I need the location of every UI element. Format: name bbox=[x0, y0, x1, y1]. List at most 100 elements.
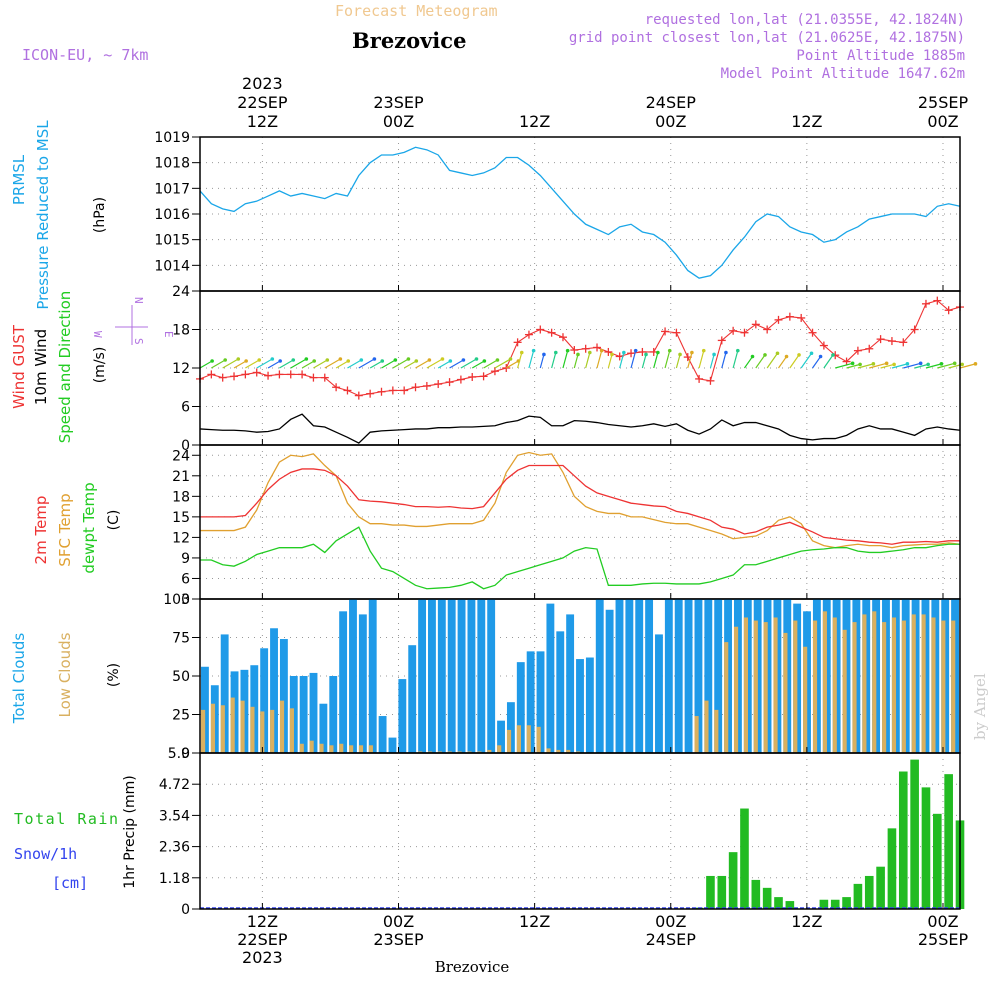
arrow-head bbox=[461, 358, 466, 362]
low-cloud-bar bbox=[428, 751, 433, 753]
arrow-shaft bbox=[812, 356, 822, 369]
low-cloud-bar bbox=[743, 617, 749, 753]
arrow-head bbox=[291, 358, 296, 362]
wind-direction-arrow bbox=[211, 358, 227, 369]
gust-point-marker bbox=[388, 386, 397, 395]
gust-point-marker bbox=[309, 373, 318, 382]
gust-point-marker bbox=[320, 373, 329, 382]
wind-direction-arrow bbox=[641, 352, 648, 369]
top-time-label: 12Z bbox=[247, 112, 278, 131]
wind-direction-arrow bbox=[471, 359, 487, 369]
low-cloud-bar bbox=[279, 700, 285, 753]
total-cloud-bar bbox=[368, 599, 377, 753]
low-cloud-bar bbox=[299, 743, 304, 753]
wind-direction-arrow bbox=[573, 352, 580, 369]
arrow-head bbox=[884, 361, 889, 366]
arrow-head bbox=[850, 361, 855, 366]
low-cloud-bar bbox=[763, 622, 768, 753]
arrow-head bbox=[644, 352, 648, 357]
snow-label: Snow/1h bbox=[14, 845, 77, 863]
arrow-shaft bbox=[211, 359, 226, 369]
low-cloud-bar bbox=[437, 751, 443, 753]
wind-direction-arrow bbox=[415, 358, 432, 369]
arrow-shaft bbox=[732, 350, 739, 369]
prmsl-label: PRMSL bbox=[10, 154, 28, 205]
total-cloud-bar bbox=[467, 599, 476, 753]
pressure-msl-label: Pressure Reduced to MSL bbox=[34, 120, 52, 310]
low-cloud-bar bbox=[911, 614, 916, 753]
precip-unit: 1hr Precip (mm) bbox=[122, 775, 138, 888]
pressure-unit: (hPa) bbox=[92, 197, 108, 233]
arrow-head bbox=[427, 358, 432, 362]
arrow-head bbox=[495, 358, 500, 362]
gust-point-marker bbox=[740, 328, 749, 337]
wind-direction-arrow bbox=[256, 357, 275, 369]
wind-direction-arrow bbox=[562, 348, 570, 369]
arrow-head bbox=[474, 357, 479, 361]
low-cloud-bar bbox=[339, 743, 344, 753]
y-tick-label: 6 bbox=[181, 571, 190, 587]
arrow-shaft bbox=[267, 360, 281, 369]
wind-direction-arrow bbox=[789, 353, 801, 369]
arrow-shaft bbox=[222, 358, 239, 369]
compass-w: W bbox=[91, 331, 104, 338]
top-time-label: 22SEP bbox=[237, 93, 288, 112]
arrow-shaft bbox=[675, 354, 681, 369]
arrow-head bbox=[359, 358, 364, 362]
low-cloud-bar bbox=[487, 749, 492, 753]
arrow-head bbox=[871, 362, 876, 366]
arrow-shaft bbox=[846, 363, 861, 369]
gust-point-marker bbox=[230, 372, 239, 381]
bottom-time-label: 25SEP bbox=[918, 930, 969, 949]
arrow-head bbox=[304, 357, 309, 361]
total-cloud-bar bbox=[437, 599, 446, 753]
arrow-head bbox=[724, 350, 728, 355]
low-cloud-bar bbox=[250, 706, 255, 753]
arrow-head bbox=[236, 357, 241, 361]
sfc-temp-label: SFC Temp bbox=[56, 493, 74, 566]
arrow-head bbox=[244, 359, 248, 363]
arrow-head bbox=[678, 352, 682, 357]
total-cloud-bar bbox=[566, 614, 575, 753]
total-cloud-bar bbox=[684, 599, 693, 753]
gust-point-marker bbox=[570, 346, 579, 355]
low-cloud-bar bbox=[447, 751, 452, 753]
wind-direction-arrow bbox=[335, 359, 351, 369]
y-tick-label: 1019 bbox=[154, 130, 190, 146]
low-cloud-bar bbox=[842, 629, 847, 753]
arrow-shaft bbox=[596, 350, 603, 369]
arrow-head bbox=[892, 362, 896, 367]
total-cloud-bar bbox=[645, 599, 654, 753]
arrow-head bbox=[553, 350, 558, 355]
arrow-shaft bbox=[369, 360, 383, 369]
gust-point-marker bbox=[581, 344, 590, 353]
y-tick-label: 18 bbox=[172, 489, 190, 505]
gust-point-marker bbox=[445, 378, 454, 387]
low-cloud-bar bbox=[882, 622, 887, 753]
low-cloud-bar bbox=[783, 632, 788, 753]
wind-direction-arrow bbox=[709, 352, 716, 369]
arrow-head bbox=[338, 357, 343, 361]
arrow-head bbox=[926, 362, 930, 367]
total-cloud-bar bbox=[664, 599, 673, 753]
arrow-head bbox=[210, 359, 214, 363]
wind-direction-arrow bbox=[778, 354, 789, 369]
wind-direction-arrow bbox=[903, 361, 923, 369]
arrow-shaft bbox=[687, 352, 693, 369]
arrow-head bbox=[831, 353, 835, 357]
gust-point-marker bbox=[910, 325, 919, 334]
arrow-shaft bbox=[891, 363, 908, 369]
bottom-time-label: 23SEP bbox=[373, 930, 424, 949]
cloud-unit: (%) bbox=[106, 663, 122, 687]
arrow-shaft bbox=[199, 360, 213, 369]
y-tick-label: 0 bbox=[181, 902, 190, 918]
panel-frame bbox=[199, 444, 961, 600]
arrow-head bbox=[270, 357, 275, 361]
low-cloud-bar bbox=[230, 697, 235, 753]
low-cloud-bar bbox=[349, 745, 354, 753]
y-tick-label: 0 bbox=[181, 438, 190, 454]
total-cloud-bar bbox=[585, 657, 594, 753]
total-cloud-bar bbox=[497, 720, 505, 753]
total-cloud-bar bbox=[595, 599, 604, 753]
panel-2: 0 6 12 18 24 bbox=[172, 284, 978, 454]
